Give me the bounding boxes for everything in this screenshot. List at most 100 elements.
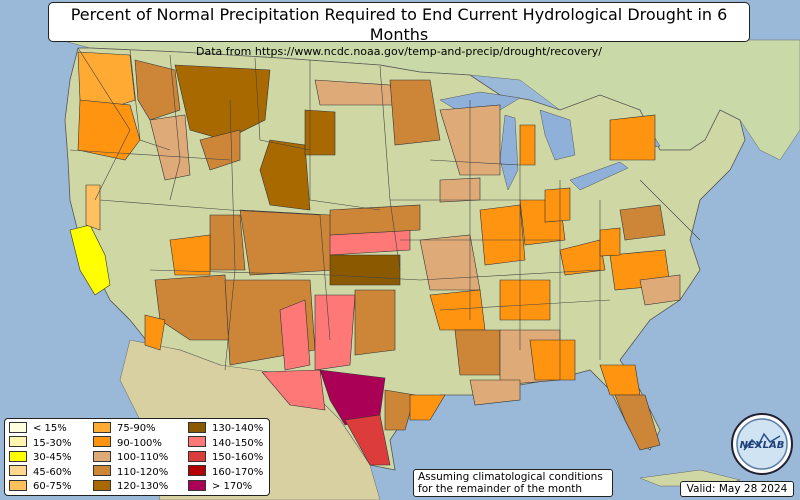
state-boundaries	[69, 47, 701, 380]
legend-swatch	[93, 479, 111, 491]
legend-item: > 170%	[188, 479, 253, 494]
legend-swatch	[188, 450, 206, 462]
drought-region	[409, 394, 446, 421]
drought-region	[239, 209, 336, 276]
legend-label: 160-170%	[212, 466, 264, 478]
drought-region	[261, 369, 326, 411]
legend-swatch	[93, 436, 111, 447]
legend-swatch	[9, 436, 27, 447]
legend-label: 45-60%	[33, 466, 72, 478]
lake-michigan	[499, 114, 519, 191]
legend-item: 130-140%	[188, 421, 264, 436]
legend-swatch	[188, 436, 206, 447]
legend-item: 45-60%	[9, 465, 72, 480]
legend-item: 140-150%	[188, 436, 264, 451]
valid-date-label: Valid: May 28 2024	[680, 481, 794, 497]
nexlab-logo-icon: NEXLAB	[731, 413, 793, 475]
legend-label: 140-150%	[212, 437, 264, 449]
logo-text: NEXLAB	[740, 440, 785, 451]
legend-swatch	[9, 479, 27, 491]
drought-regions	[69, 51, 681, 466]
drought-region	[144, 314, 166, 351]
legend-label: 15-30%	[33, 437, 72, 449]
legend-item: 100-110%	[93, 450, 169, 465]
legend-item: 120-130%	[93, 479, 169, 494]
legend-swatch	[93, 450, 111, 462]
drought-region	[499, 279, 551, 321]
drought-region	[439, 177, 481, 203]
drought-region	[389, 79, 441, 146]
legend: < 15% 15-30% 30-45% 45-60% 60-75% 75-90% 90-10…	[4, 418, 270, 496]
note-line-1: Assuming climatological conditions	[418, 471, 603, 483]
drought-region	[639, 274, 681, 306]
assumption-note: Assuming climatological conditions for t…	[413, 469, 613, 497]
drought-region	[454, 329, 501, 376]
drought-region	[429, 289, 486, 331]
drought-region	[419, 234, 481, 291]
drought-region	[344, 414, 391, 466]
map-subtitle: Data from https://www.ncdc.noaa.gov/temp…	[196, 45, 602, 58]
drought-region	[559, 239, 606, 276]
drought-region	[384, 389, 416, 431]
drought-region	[77, 99, 141, 161]
drought-region	[174, 64, 271, 141]
legend-swatch	[188, 421, 206, 433]
legend-label: 110-120%	[117, 466, 169, 478]
legend-label: 130-140%	[212, 423, 264, 434]
drought-region	[599, 227, 621, 257]
legend-item: < 15%	[9, 421, 67, 436]
drought-region	[154, 274, 231, 341]
legend-label: 75-90%	[117, 423, 156, 434]
legend-item: 110-120%	[93, 465, 169, 480]
drought-region	[469, 379, 521, 406]
drought-region	[519, 124, 536, 166]
legend-label: 120-130%	[117, 481, 169, 492]
legend-label: 60-75%	[33, 481, 72, 492]
legend-item: 30-45%	[9, 450, 72, 465]
legend-swatch	[188, 479, 206, 491]
legend-item: 90-100%	[93, 436, 162, 451]
legend-label: > 170%	[212, 481, 253, 492]
legend-swatch	[9, 450, 27, 462]
lake-erie	[569, 161, 629, 191]
drought-region	[85, 184, 101, 231]
drought-region	[209, 214, 246, 271]
drought-region	[614, 394, 661, 451]
legend-swatch	[9, 421, 27, 433]
title-box: Percent of Normal Precipitation Required…	[48, 2, 750, 58]
legend-label: 100-110%	[117, 452, 169, 463]
legend-swatch	[9, 465, 27, 476]
drought-region	[544, 187, 571, 223]
legend-label: 90-100%	[117, 437, 162, 449]
legend-swatch	[188, 465, 206, 476]
legend-swatch	[93, 465, 111, 476]
drought-region	[354, 289, 396, 356]
legend-swatch	[93, 421, 111, 433]
drought-region	[279, 299, 311, 371]
drought-region	[169, 234, 211, 276]
drought-region	[314, 294, 356, 371]
legend-item: 160-170%	[188, 465, 264, 480]
legend-label: < 15%	[33, 423, 67, 434]
drought-region	[329, 204, 421, 236]
drought-region	[329, 254, 401, 286]
drought-region	[529, 339, 576, 381]
legend-item: 150-160%	[188, 450, 264, 465]
drought-region	[619, 204, 666, 241]
map-title: Percent of Normal Precipitation Required…	[70, 5, 728, 44]
legend-item: 15-30%	[9, 436, 72, 451]
drought-region	[479, 204, 526, 266]
legend-item: 75-90%	[93, 421, 156, 436]
legend-label: 150-160%	[212, 452, 264, 463]
legend-item: 60-75%	[9, 479, 72, 494]
drought-region	[609, 114, 656, 161]
drought-region	[259, 139, 311, 211]
drought-region	[304, 109, 336, 156]
note-line-2: for the remainder of the month	[418, 483, 583, 495]
drought-region	[149, 114, 191, 181]
legend-label: 30-45%	[33, 452, 72, 463]
drought-region	[134, 59, 181, 121]
lake-huron	[539, 109, 576, 161]
